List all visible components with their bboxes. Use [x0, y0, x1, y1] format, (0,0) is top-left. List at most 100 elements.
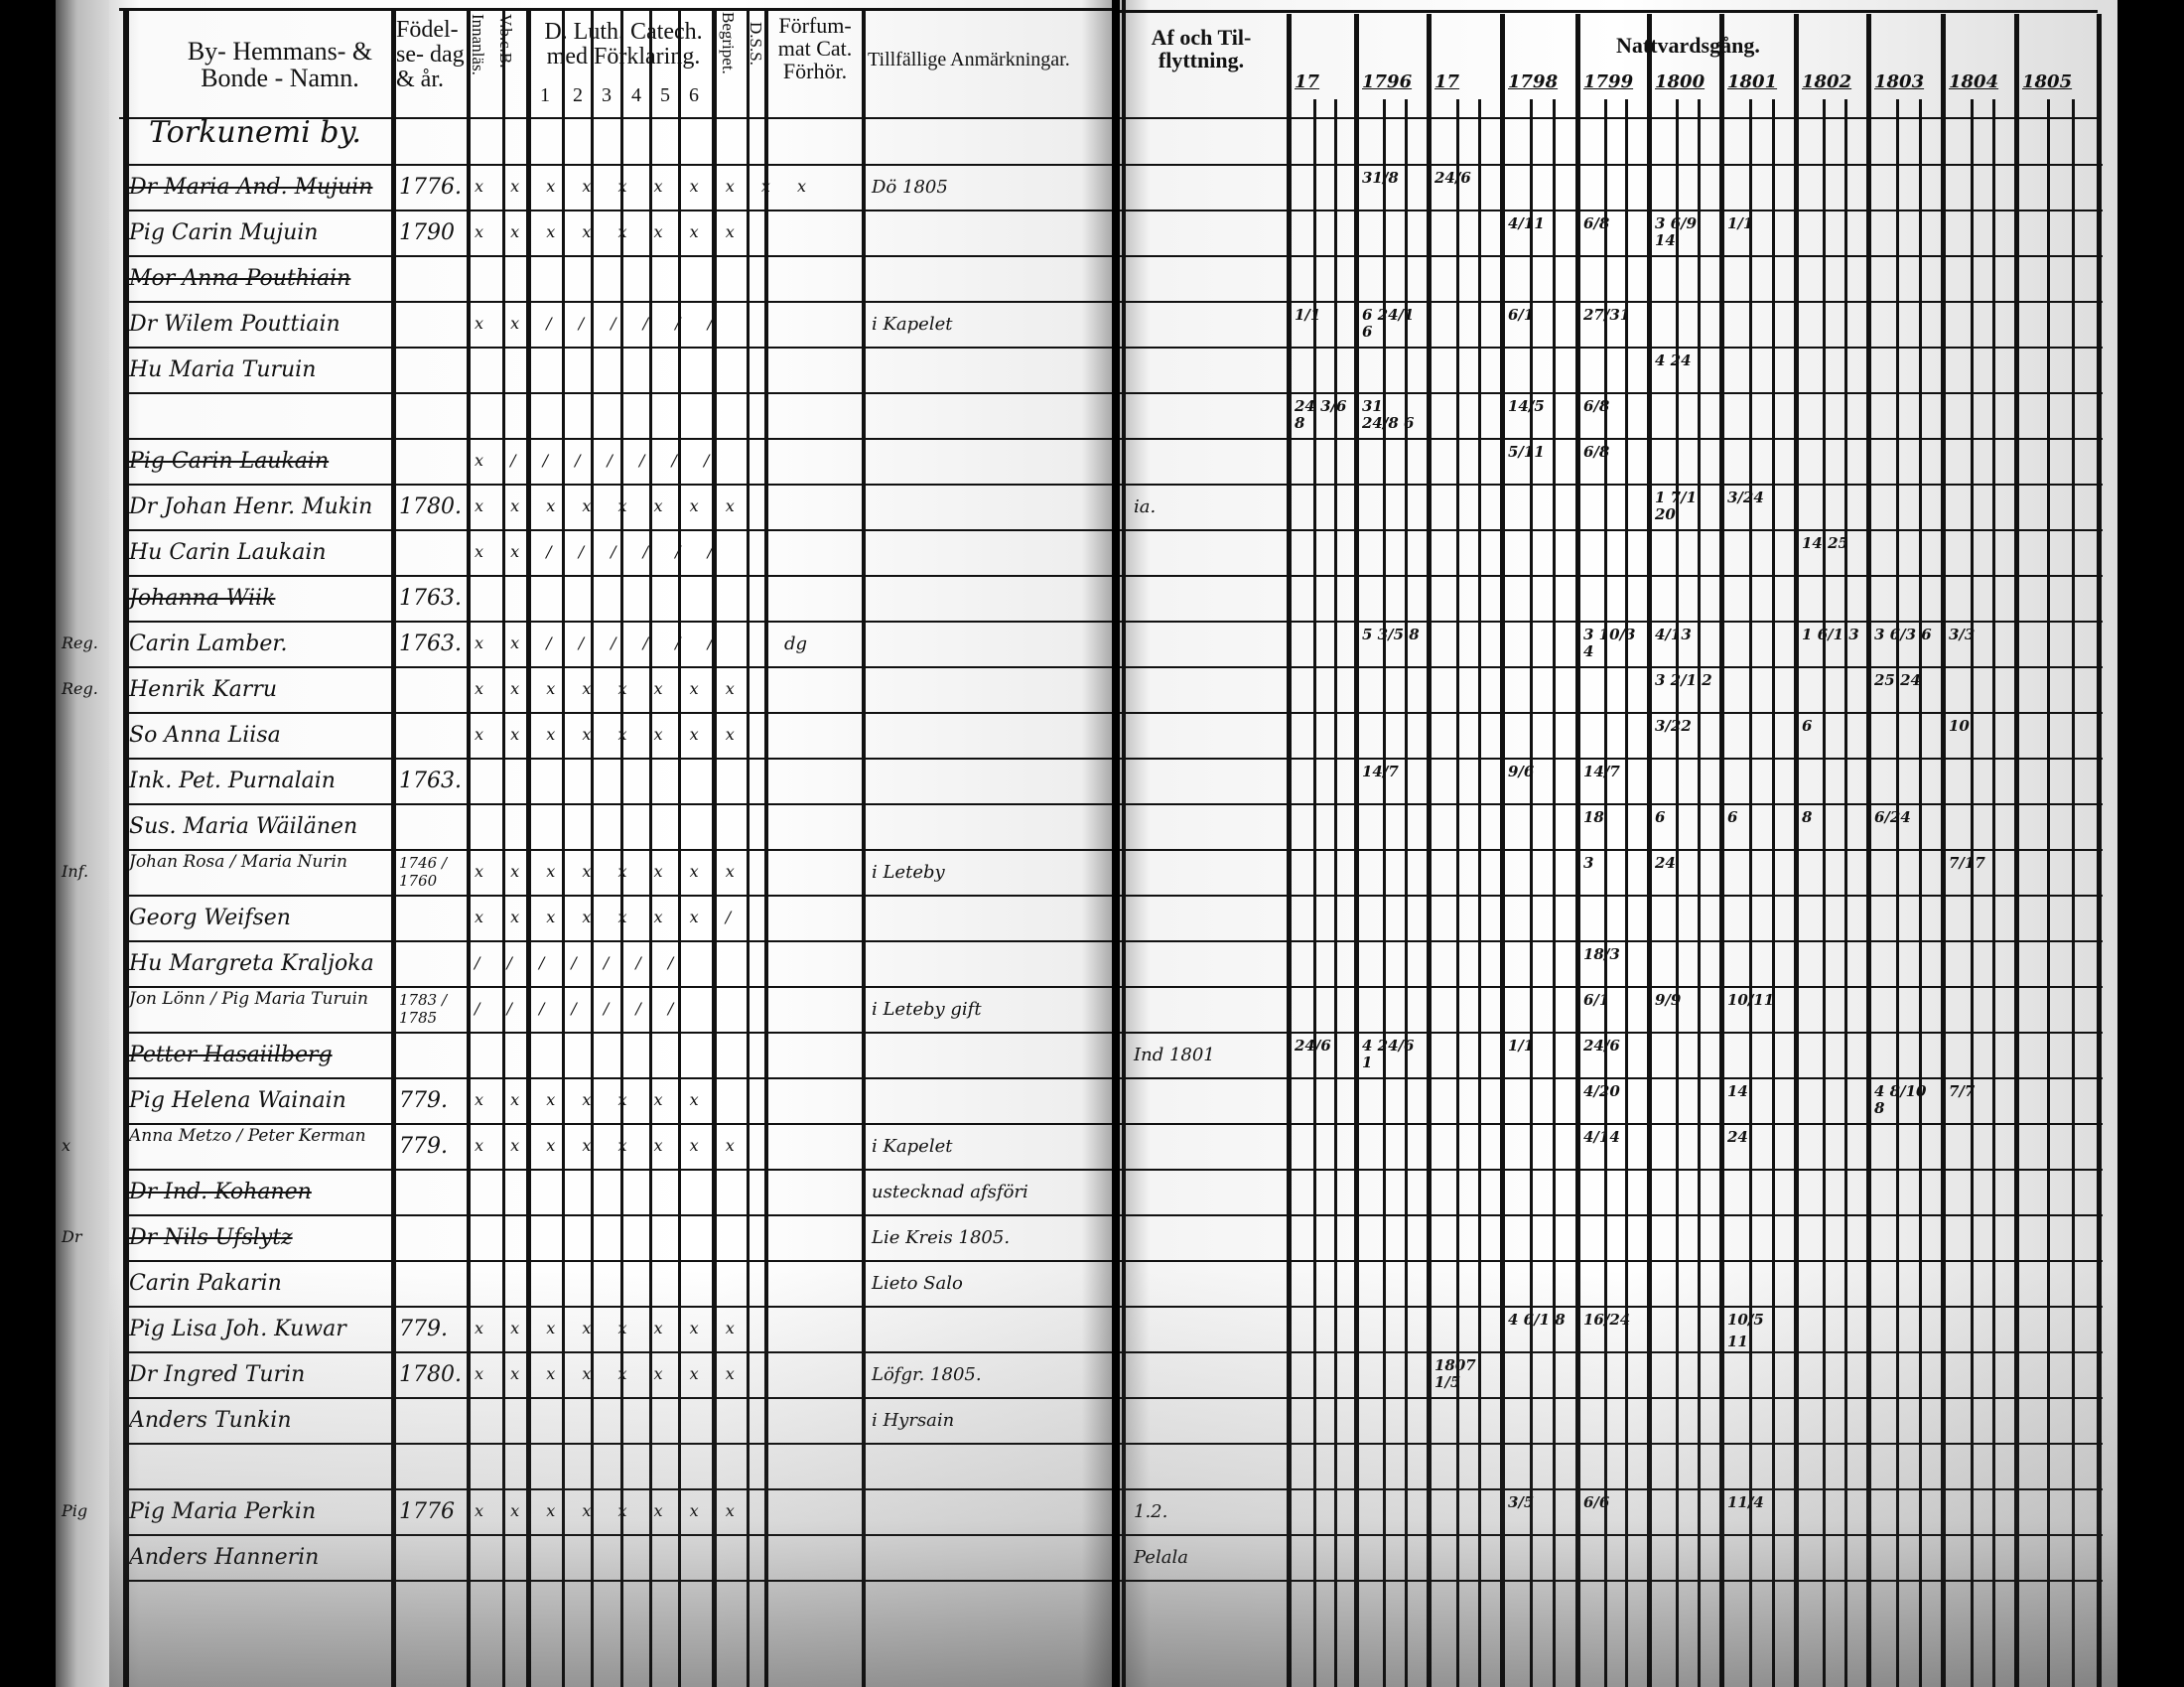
column-rule [764, 10, 768, 1687]
year-header: 17 [1434, 71, 1460, 92]
margin-note: Reg. [62, 633, 98, 652]
moving-note: 1.2. [1134, 1501, 1168, 1522]
communion-entry: 6 [1802, 717, 1813, 735]
sub-column-rule [1698, 99, 1701, 1687]
row-rule [1120, 255, 2103, 257]
person-name: Pig Helena Wainain [129, 1088, 346, 1113]
communion-entry: 6 [1655, 808, 1666, 826]
column-rule [391, 10, 396, 1687]
remark-note: i Leteby gift [872, 999, 982, 1020]
communion-entry: 10 [1949, 717, 1970, 735]
register-row: Dr Maria And. Mujuin 1776. x x x x x x x x… [109, 165, 1112, 211]
sub-column-rule [1844, 99, 1847, 1687]
remark-note: Lie Kreis 1805. [872, 1227, 1011, 1248]
row-rule [1120, 1443, 2103, 1445]
left-margin: Reg. Reg. Inf. x Dr Pig [56, 0, 109, 1687]
header-communion: Nattvardsgång. [1616, 33, 1760, 58]
communion-entry: 6/24 [1874, 808, 1911, 826]
row-rule [129, 803, 1112, 805]
communion-entry: 6/1 [1583, 991, 1610, 1009]
sub-column-rule [1383, 99, 1386, 1687]
birth-year: 1763. [399, 586, 462, 611]
communion-entry: 5 3/5 8 [1362, 626, 1420, 643]
moving-note: ia. [1134, 496, 1157, 517]
column-rule [526, 10, 531, 1687]
register-row [109, 1444, 1112, 1489]
column-rule [712, 10, 717, 1687]
row-rule [129, 347, 1112, 349]
row-rule [1120, 940, 2103, 942]
register-row: Pig Helena Wainain 779. x x x x x x x [109, 1078, 1112, 1124]
birth-year: 1776 [399, 1499, 455, 1524]
sub-column-rule [1992, 99, 1995, 1687]
person-name: Pig Carin Laukain [129, 449, 330, 474]
year-header: 1804 [1949, 71, 1999, 92]
margin-note: Reg. [62, 679, 98, 698]
communion-entry: 3 2/1 2 [1655, 671, 1712, 689]
row-rule [1120, 1214, 2103, 1216]
column-rule [862, 10, 866, 1687]
year-header: 1799 [1583, 71, 1634, 92]
year-header: 1800 [1655, 71, 1706, 92]
communion-entry: 6/1 [1508, 306, 1535, 324]
birth-year: 779. [399, 1088, 448, 1113]
communion-entry: 27/31 [1583, 306, 1631, 324]
person-name: Johanna Wiik [129, 586, 276, 611]
register-row: So Anna Liisa x x x x x x x x [109, 713, 1112, 759]
register-row: Anders Tunkin i Hyrsain [109, 1398, 1112, 1444]
communion-entry: 24 [1727, 1128, 1748, 1146]
left-page-register: By- Hemmans- & Bonde - Namn. Födel- se- … [109, 0, 1112, 1687]
sub-column-rule [1772, 99, 1775, 1687]
row-rule [1120, 1397, 2103, 1399]
person-name: Anna Metzo / Peter Kerman [129, 1126, 366, 1146]
catechism-marks: x x x x x x x / [475, 908, 743, 926]
sub-column-rule [1553, 99, 1556, 1687]
remark-note: i Kapelet [872, 1136, 953, 1157]
register-row: Anders Hannerin [109, 1535, 1112, 1581]
communion-entry: 6/8 [1583, 443, 1610, 461]
person-name: So Anna Liisa [129, 723, 281, 748]
register-row: Hu Maria Turuin [109, 348, 1112, 393]
remark-note: i Kapelet [872, 314, 953, 335]
communion-entry: 11 [1727, 1333, 1748, 1350]
sub-column-rule [1405, 99, 1408, 1687]
sub-column-rule [2047, 99, 2050, 1687]
header-vbcb: V.b.c.B. [495, 14, 515, 69]
communion-entry: 4 24/6 1 [1362, 1037, 1415, 1071]
row-rule [129, 895, 1112, 897]
sub-column-rule [1530, 99, 1533, 1687]
row-rule [1120, 301, 2103, 303]
person-name: Dr Ind. Kohanen [129, 1180, 312, 1204]
communion-entry: 14/5 [1508, 397, 1545, 415]
person-name: Georg Weifsen [129, 906, 291, 930]
row-rule [129, 986, 1112, 988]
communion-entry: 6/8 [1583, 214, 1610, 232]
register-row: Dr Wilem Pouttiain x x / / / / / / i Kapel… [109, 302, 1112, 348]
column-rule [502, 10, 505, 1687]
communion-entry: 8 [1802, 808, 1813, 826]
birth-year: 1790 [399, 220, 455, 245]
person-name: Hu Margreta Kraljoka [129, 951, 374, 976]
year-header: 1798 [1508, 71, 1559, 92]
row-rule [1120, 1032, 2103, 1034]
communion-entry: 24 3/6 8 [1295, 397, 1347, 432]
register-row: Hu Margreta Kraljoka / / / / / / / [109, 941, 1112, 987]
catechism-marks: x x / / / / / / [475, 314, 724, 333]
sub-column-rule [1749, 99, 1752, 1687]
row-rule [1120, 666, 2103, 668]
birth-year: 779. [399, 1317, 448, 1341]
row-rule [1120, 803, 2103, 805]
communion-entry: 1/1 [1295, 306, 1321, 324]
sub-column-rule [1456, 99, 1459, 1687]
register-row: Pig Lisa Joh. Kuwar 779. x x x x x x x x [109, 1307, 1112, 1352]
register-row: Hu Carin Laukain x x / / / / / / [109, 530, 1112, 576]
top-rule [119, 8, 1112, 11]
communion-entry: 4 24 [1655, 351, 1692, 369]
column-rule [620, 10, 623, 1687]
communion-entry: 3/3 [1949, 626, 1976, 643]
person-name: Mor Anna Pouthiain [129, 266, 351, 291]
row-rule [129, 1077, 1112, 1079]
communion-entry: 7/7 [1949, 1082, 1976, 1100]
remark-note: ustecknad afsföri [872, 1182, 1028, 1202]
row-rule [1120, 1534, 2103, 1536]
